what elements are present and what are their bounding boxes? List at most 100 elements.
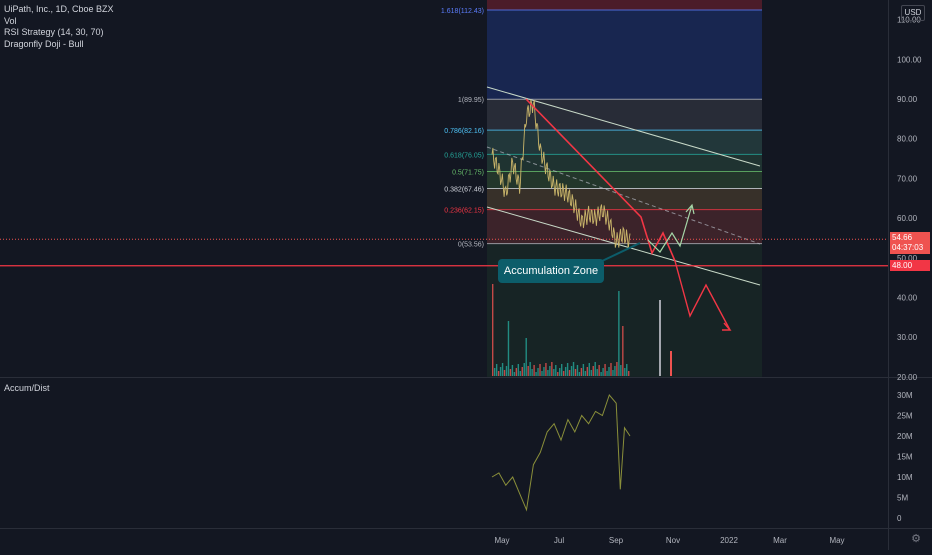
fib-level-label: 0(53.56) xyxy=(458,242,484,249)
price-axis-tick: 60.00 xyxy=(897,214,918,223)
projection-arrowhead-green xyxy=(685,203,695,215)
time-axis-tick: May xyxy=(494,536,509,545)
volume-bar xyxy=(559,368,561,376)
volume-bar xyxy=(497,371,500,376)
fib-band xyxy=(487,9,762,100)
channel-median-line xyxy=(486,146,761,245)
volume-bar xyxy=(616,362,618,376)
time-axis-tick: 2022 xyxy=(720,536,738,545)
fib-level-label: 0.786(82.16) xyxy=(444,128,484,135)
volume-bar xyxy=(618,291,620,376)
accum-dist-axis-tick: 10M xyxy=(897,473,913,482)
last-price-value: 54.66 xyxy=(892,233,913,242)
volume-bar xyxy=(501,363,504,376)
fib-level-label: 0.236(62.15) xyxy=(444,208,484,215)
volume-bar xyxy=(604,364,606,376)
volume-bar xyxy=(614,366,616,376)
volume-bar xyxy=(507,321,510,376)
volume-bar xyxy=(547,370,549,376)
projection-line-green xyxy=(647,204,693,253)
time-axis-tick: Mar xyxy=(773,536,787,545)
volume-bar xyxy=(521,367,523,376)
volume-bar xyxy=(594,362,596,376)
volume-bar xyxy=(574,369,577,376)
volume-bar xyxy=(519,371,521,376)
projection-line-red-extended xyxy=(674,260,731,331)
fib-band xyxy=(487,130,762,155)
time-axis-tick: Sep xyxy=(609,536,624,545)
volume-bar xyxy=(527,366,529,376)
fib-level-label: 0.5(71.75) xyxy=(452,169,484,176)
price-axis-tick: 70.00 xyxy=(897,174,918,183)
countdown-value: 04:37:03 xyxy=(892,243,924,252)
volume-bar xyxy=(620,365,622,376)
volume-bar xyxy=(606,371,608,376)
projection-arrowhead-red xyxy=(722,322,732,331)
volume-bar xyxy=(515,368,518,376)
accumulation-zone-callout[interactable]: Accumulation Zone xyxy=(498,259,604,283)
fib-band xyxy=(487,99,762,131)
volume-bar xyxy=(582,364,585,376)
fib-level-label: 1.618(112.43) xyxy=(441,8,484,15)
volume-indicator-label[interactable]: Vol xyxy=(4,15,17,26)
doji-indicator-label[interactable]: Dragonfly Doji - Bull xyxy=(4,38,84,49)
channel-upper-line xyxy=(486,86,761,167)
accum-dist-axis-tick: 20M xyxy=(897,432,913,441)
symbol-title[interactable]: UiPath, Inc., 1D, Cboe BZX xyxy=(4,4,114,14)
fib-level-label: 1(89.95) xyxy=(458,97,484,104)
volume-bar xyxy=(543,367,545,376)
accum-dist-line xyxy=(491,393,631,512)
volume-bar xyxy=(541,371,543,376)
accum-dist-axis-tick: 15M xyxy=(897,453,913,462)
rsi-indicator-label[interactable]: RSI Strategy (14, 30, 70) xyxy=(4,27,104,37)
fib-level-label: 0.382(67.46) xyxy=(444,186,484,193)
volume-bar xyxy=(626,364,628,376)
volume-bar xyxy=(578,372,581,376)
volume-bar xyxy=(590,370,592,376)
accum-dist-axis-tick: 0 xyxy=(897,514,902,523)
price-series-line xyxy=(491,99,631,249)
volume-bar xyxy=(499,367,502,376)
volume-bar xyxy=(531,369,533,376)
price-axis-tick: 40.00 xyxy=(897,294,918,303)
volume-bar xyxy=(598,365,600,376)
volume-bar xyxy=(572,362,575,376)
accum-dist-axis-tick: 25M xyxy=(897,412,913,421)
volume-bar xyxy=(545,363,547,376)
volume-bar xyxy=(523,363,525,376)
volume-bar xyxy=(553,369,555,376)
volume-bar xyxy=(584,371,587,376)
volume-bar xyxy=(602,368,604,376)
volume-bar xyxy=(492,284,494,376)
time-axis-tick: Jul xyxy=(554,536,564,545)
price-axis-tick: 90.00 xyxy=(897,95,918,104)
volume-bar xyxy=(561,364,563,376)
volume-bar xyxy=(509,369,512,376)
volume-bar xyxy=(628,371,630,376)
volume-bar xyxy=(505,366,508,376)
fib-level-label: 0.618(76.05) xyxy=(444,152,484,159)
volume-bar xyxy=(493,368,496,376)
level-price-value: 48.00 xyxy=(892,261,913,270)
volume-bar xyxy=(495,364,498,376)
settings-gear-icon[interactable]: ⚙ xyxy=(911,533,921,545)
volume-bar xyxy=(570,366,573,376)
volume-bar xyxy=(600,372,602,376)
price-axis-tick: 100.00 xyxy=(897,55,922,64)
currency-badge[interactable]: USD xyxy=(901,5,925,21)
time-axis-tick: May xyxy=(829,536,844,545)
volume-bar xyxy=(564,367,567,376)
volume-bars xyxy=(492,284,630,376)
volume-bar xyxy=(549,366,551,376)
price-axis-tick: 20.00 xyxy=(897,373,918,382)
level-price-tag: 48.00 xyxy=(890,260,930,271)
volume-bar xyxy=(539,364,541,376)
projection-line-red xyxy=(525,98,676,262)
time-axis-tick: Nov xyxy=(666,536,680,545)
projected-volume-bar xyxy=(670,351,672,376)
fib-band xyxy=(487,171,762,189)
sub-pane-title[interactable]: Accum/Dist xyxy=(4,383,50,393)
volume-bar xyxy=(562,371,565,376)
